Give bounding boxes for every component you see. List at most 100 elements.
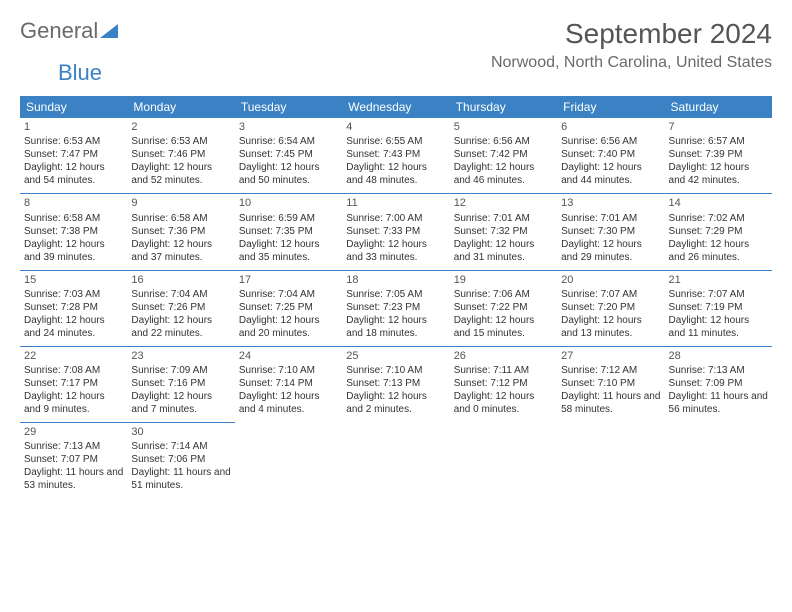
day-number: 23 bbox=[131, 349, 230, 363]
calendar-day: 24Sunrise: 7:10 AMSunset: 7:14 PMDayligh… bbox=[235, 346, 342, 422]
daylight-text: Daylight: 12 hours and 0 minutes. bbox=[454, 390, 553, 416]
sunrise-text: Sunrise: 6:59 AM bbox=[239, 212, 338, 225]
logo-text-part2: Blue bbox=[58, 60, 102, 86]
calendar-day: 7Sunrise: 6:57 AMSunset: 7:39 PMDaylight… bbox=[665, 118, 772, 194]
sunrise-text: Sunrise: 7:08 AM bbox=[24, 364, 123, 377]
daylight-text: Daylight: 12 hours and 39 minutes. bbox=[24, 238, 123, 264]
day-number: 27 bbox=[561, 349, 660, 363]
calendar-day: 14Sunrise: 7:02 AMSunset: 7:29 PMDayligh… bbox=[665, 194, 772, 270]
day-number: 3 bbox=[239, 120, 338, 134]
sunset-text: Sunset: 7:12 PM bbox=[454, 377, 553, 390]
sunrise-text: Sunrise: 6:56 AM bbox=[454, 135, 553, 148]
calendar-day: 13Sunrise: 7:01 AMSunset: 7:30 PMDayligh… bbox=[557, 194, 664, 270]
calendar-day: 3Sunrise: 6:54 AMSunset: 7:45 PMDaylight… bbox=[235, 118, 342, 194]
sunset-text: Sunset: 7:39 PM bbox=[669, 148, 768, 161]
calendar-empty bbox=[665, 423, 772, 499]
day-number: 24 bbox=[239, 349, 338, 363]
sunset-text: Sunset: 7:38 PM bbox=[24, 225, 123, 238]
sunset-text: Sunset: 7:36 PM bbox=[131, 225, 230, 238]
logo: General bbox=[20, 18, 118, 44]
daylight-text: Daylight: 12 hours and 4 minutes. bbox=[239, 390, 338, 416]
calendar-day: 10Sunrise: 6:59 AMSunset: 7:35 PMDayligh… bbox=[235, 194, 342, 270]
title-block: September 2024 Norwood, North Carolina, … bbox=[491, 18, 772, 72]
day-number: 2 bbox=[131, 120, 230, 134]
calendar-day: 25Sunrise: 7:10 AMSunset: 7:13 PMDayligh… bbox=[342, 346, 449, 422]
sunrise-text: Sunrise: 7:13 AM bbox=[24, 440, 123, 453]
day-number: 16 bbox=[131, 273, 230, 287]
day-number: 11 bbox=[346, 196, 445, 210]
daylight-text: Daylight: 12 hours and 46 minutes. bbox=[454, 161, 553, 187]
day-number: 1 bbox=[24, 120, 123, 134]
sunset-text: Sunset: 7:26 PM bbox=[131, 301, 230, 314]
sunrise-text: Sunrise: 7:14 AM bbox=[131, 440, 230, 453]
daylight-text: Daylight: 12 hours and 37 minutes. bbox=[131, 238, 230, 264]
day-number: 30 bbox=[131, 425, 230, 439]
sunrise-text: Sunrise: 7:11 AM bbox=[454, 364, 553, 377]
day-number: 4 bbox=[346, 120, 445, 134]
day-number: 29 bbox=[24, 425, 123, 439]
daylight-text: Daylight: 12 hours and 22 minutes. bbox=[131, 314, 230, 340]
calendar-day: 20Sunrise: 7:07 AMSunset: 7:20 PMDayligh… bbox=[557, 270, 664, 346]
sunrise-text: Sunrise: 6:55 AM bbox=[346, 135, 445, 148]
calendar-day: 6Sunrise: 6:56 AMSunset: 7:40 PMDaylight… bbox=[557, 118, 664, 194]
sunset-text: Sunset: 7:32 PM bbox=[454, 225, 553, 238]
sunrise-text: Sunrise: 6:54 AM bbox=[239, 135, 338, 148]
day-number: 25 bbox=[346, 349, 445, 363]
sunset-text: Sunset: 7:19 PM bbox=[669, 301, 768, 314]
daylight-text: Daylight: 12 hours and 2 minutes. bbox=[346, 390, 445, 416]
logo-triangle-icon bbox=[100, 24, 118, 38]
day-header: Thursday bbox=[450, 96, 557, 118]
daylight-text: Daylight: 12 hours and 52 minutes. bbox=[131, 161, 230, 187]
calendar-day: 22Sunrise: 7:08 AMSunset: 7:17 PMDayligh… bbox=[20, 346, 127, 422]
day-header: Monday bbox=[127, 96, 234, 118]
calendar-day: 15Sunrise: 7:03 AMSunset: 7:28 PMDayligh… bbox=[20, 270, 127, 346]
sunset-text: Sunset: 7:16 PM bbox=[131, 377, 230, 390]
daylight-text: Daylight: 12 hours and 29 minutes. bbox=[561, 238, 660, 264]
calendar-empty bbox=[235, 423, 342, 499]
daylight-text: Daylight: 12 hours and 7 minutes. bbox=[131, 390, 230, 416]
location-text: Norwood, North Carolina, United States bbox=[491, 54, 772, 72]
day-number: 9 bbox=[131, 196, 230, 210]
day-number: 17 bbox=[239, 273, 338, 287]
sunset-text: Sunset: 7:33 PM bbox=[346, 225, 445, 238]
calendar-day: 5Sunrise: 6:56 AMSunset: 7:42 PMDaylight… bbox=[450, 118, 557, 194]
daylight-text: Daylight: 12 hours and 26 minutes. bbox=[669, 238, 768, 264]
sunrise-text: Sunrise: 7:06 AM bbox=[454, 288, 553, 301]
calendar-empty bbox=[342, 423, 449, 499]
sunrise-text: Sunrise: 7:00 AM bbox=[346, 212, 445, 225]
sunset-text: Sunset: 7:14 PM bbox=[239, 377, 338, 390]
sunset-text: Sunset: 7:23 PM bbox=[346, 301, 445, 314]
daylight-text: Daylight: 12 hours and 13 minutes. bbox=[561, 314, 660, 340]
sunrise-text: Sunrise: 6:53 AM bbox=[131, 135, 230, 148]
sunset-text: Sunset: 7:09 PM bbox=[669, 377, 768, 390]
daylight-text: Daylight: 12 hours and 31 minutes. bbox=[454, 238, 553, 264]
day-number: 14 bbox=[669, 196, 768, 210]
sunset-text: Sunset: 7:07 PM bbox=[24, 453, 123, 466]
sunrise-text: Sunrise: 7:10 AM bbox=[239, 364, 338, 377]
day-number: 15 bbox=[24, 273, 123, 287]
calendar-week: 15Sunrise: 7:03 AMSunset: 7:28 PMDayligh… bbox=[20, 270, 772, 346]
day-number: 12 bbox=[454, 196, 553, 210]
calendar-day: 26Sunrise: 7:11 AMSunset: 7:12 PMDayligh… bbox=[450, 346, 557, 422]
sunrise-text: Sunrise: 6:58 AM bbox=[24, 212, 123, 225]
day-header: Saturday bbox=[665, 96, 772, 118]
calendar-day: 29Sunrise: 7:13 AMSunset: 7:07 PMDayligh… bbox=[20, 423, 127, 499]
calendar-empty bbox=[557, 423, 664, 499]
day-number: 19 bbox=[454, 273, 553, 287]
sunset-text: Sunset: 7:43 PM bbox=[346, 148, 445, 161]
sunset-text: Sunset: 7:42 PM bbox=[454, 148, 553, 161]
sunset-text: Sunset: 7:17 PM bbox=[24, 377, 123, 390]
day-number: 10 bbox=[239, 196, 338, 210]
sunrise-text: Sunrise: 6:57 AM bbox=[669, 135, 768, 148]
sunrise-text: Sunrise: 7:03 AM bbox=[24, 288, 123, 301]
daylight-text: Daylight: 12 hours and 15 minutes. bbox=[454, 314, 553, 340]
sunset-text: Sunset: 7:35 PM bbox=[239, 225, 338, 238]
daylight-text: Daylight: 12 hours and 18 minutes. bbox=[346, 314, 445, 340]
sunrise-text: Sunrise: 7:13 AM bbox=[669, 364, 768, 377]
sunset-text: Sunset: 7:06 PM bbox=[131, 453, 230, 466]
day-number: 6 bbox=[561, 120, 660, 134]
page-title: September 2024 bbox=[491, 18, 772, 50]
calendar-day: 19Sunrise: 7:06 AMSunset: 7:22 PMDayligh… bbox=[450, 270, 557, 346]
day-header: Wednesday bbox=[342, 96, 449, 118]
sunset-text: Sunset: 7:22 PM bbox=[454, 301, 553, 314]
